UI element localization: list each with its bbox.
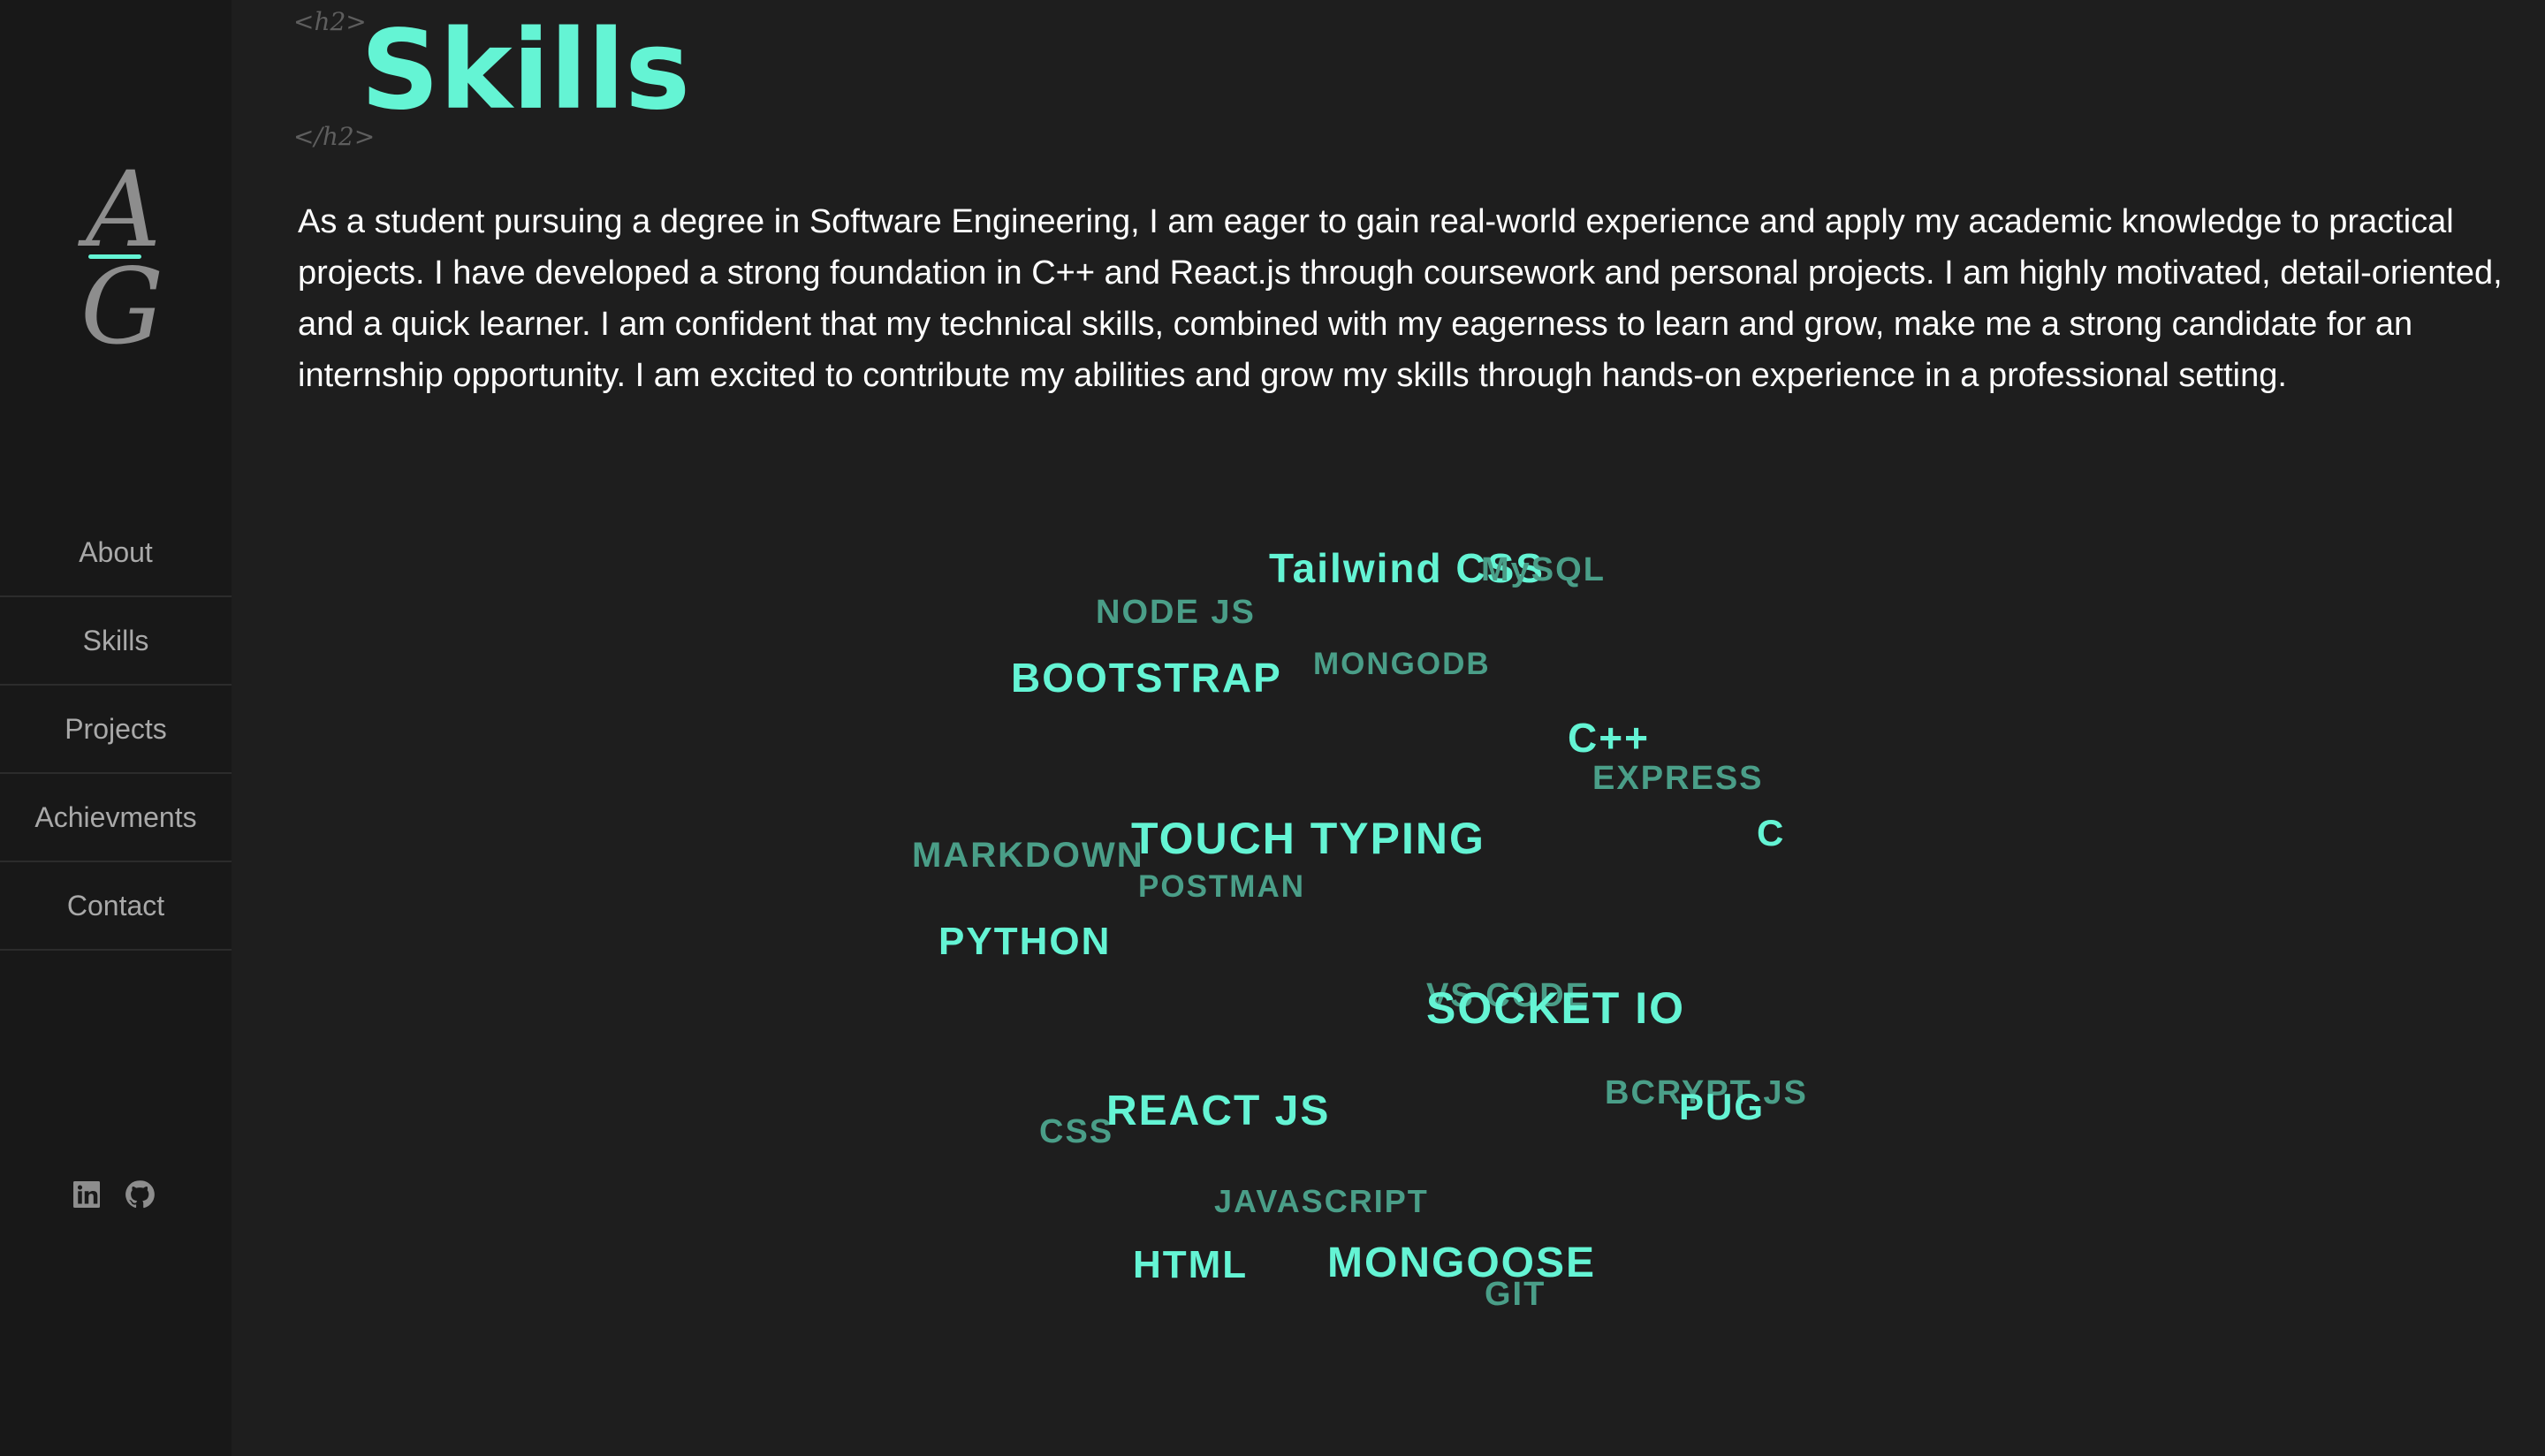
skill-cpp[interactable]: C++ (1568, 715, 1650, 761)
skill-pug[interactable]: PUG (1679, 1086, 1766, 1127)
intro-paragraph: As a student pursuing a degree in Softwa… (298, 203, 2503, 394)
skill-c[interactable]: C (1757, 812, 1786, 853)
nav-item-contact[interactable]: Contact (0, 862, 232, 951)
linkedin-icon[interactable] (71, 1179, 103, 1210)
skill-markdown[interactable]: MARKDOWN (912, 836, 1144, 875)
logo-letter-bottom: G (80, 246, 164, 368)
logo-letter-top: A (86, 148, 162, 270)
skill-bootstrap[interactable]: BOOTSTRAP (1011, 655, 1282, 701)
skill-python[interactable]: PYTHON (938, 920, 1112, 963)
skill-bcrypt-js[interactable]: BCRYPT JS (1605, 1074, 1808, 1111)
nav-item-skills[interactable]: Skills (0, 597, 232, 686)
logo-dash (88, 254, 141, 259)
skill-mongodb[interactable]: MONGODB (1313, 647, 1491, 681)
skill-node-js[interactable]: NODE JS (1096, 594, 1256, 631)
h2-close-tag: </h2> (293, 122, 376, 151)
skill-git[interactable]: GIT (1485, 1276, 1546, 1313)
logo[interactable]: A G (75, 150, 163, 359)
skill-javascript[interactable]: JAVASCRIPT (1214, 1183, 1429, 1219)
skill-socket-io[interactable]: SOCKET IO (1426, 983, 1686, 1033)
h2-open-tag: <h2> (293, 7, 367, 36)
skill-tailwind-css[interactable]: Tailwind CSS (1269, 545, 1545, 591)
skill-react-js[interactable]: REACT JS (1106, 1088, 1331, 1134)
skill-vs-code[interactable]: VS CODE (1426, 977, 1591, 1014)
skill-mongoose[interactable]: MONGOOSE (1327, 1240, 1597, 1286)
social-links (71, 1179, 156, 1210)
skill-touch-typing[interactable]: TOUCH TYPING (1131, 814, 1485, 863)
nav-item-achievments[interactable]: Achievments (0, 774, 232, 862)
skill-express[interactable]: EXPRESS (1592, 760, 1764, 797)
sidebar-nav: About Skills Projects Achievments Contac… (0, 509, 232, 951)
github-icon[interactable] (124, 1179, 156, 1210)
nav-item-about[interactable]: About (0, 509, 232, 597)
skill-postman[interactable]: POSTMAN (1138, 869, 1305, 904)
skill-html[interactable]: HTML (1133, 1243, 1249, 1286)
skill-css[interactable]: CSS (1039, 1113, 1114, 1150)
page-title: Skills (361, 7, 691, 134)
skill-mysql[interactable]: MySQL (1481, 551, 1606, 588)
sidebar: A G About Skills Projects Achievments Co… (0, 0, 232, 1456)
nav-item-projects[interactable]: Projects (0, 686, 232, 774)
